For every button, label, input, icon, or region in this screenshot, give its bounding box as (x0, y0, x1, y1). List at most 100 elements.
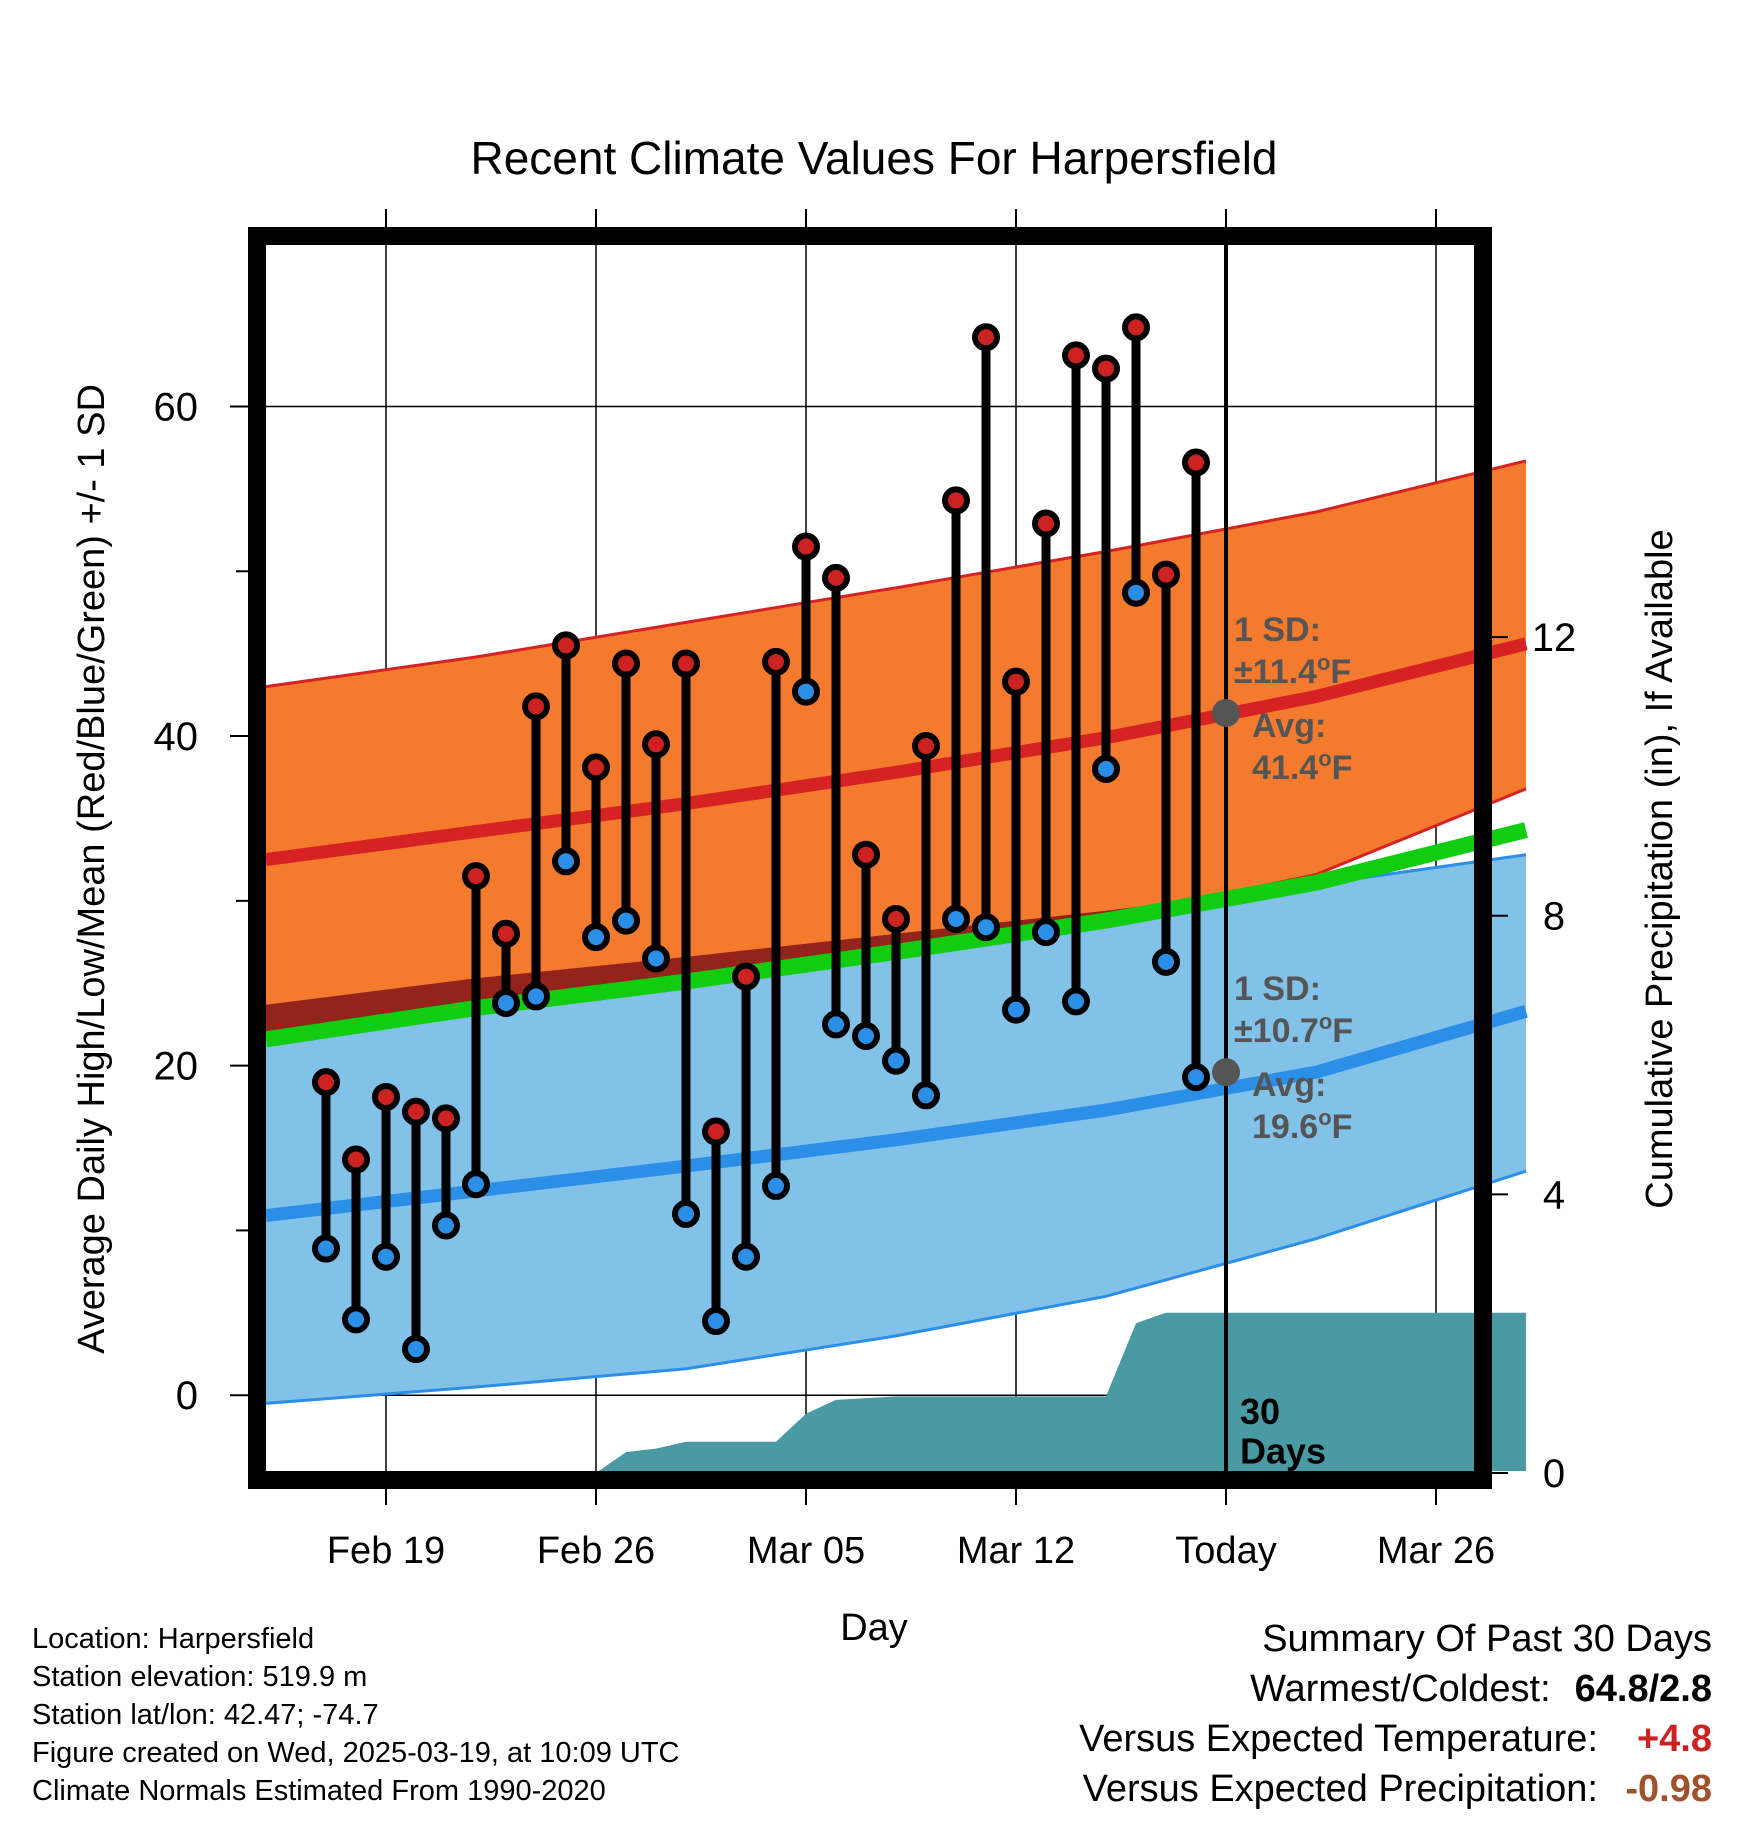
daily-high-point (642, 730, 670, 759)
daily-high-point (1062, 341, 1090, 370)
daily-high-point (492, 919, 520, 948)
x-tick-label: Feb 19 (327, 1530, 445, 1572)
low-avg-marker (1212, 1058, 1240, 1087)
figure-created: Figure created on Wed, 2025-03-19, at 10… (32, 1737, 680, 1769)
daily-low-point (402, 1335, 430, 1364)
station-elevation: Station elevation: 519.9 m (32, 1661, 368, 1693)
period-label-number: 30 (1240, 1391, 1280, 1432)
daily-high-point (942, 486, 970, 515)
daily-high-point (612, 649, 640, 678)
high-normal-line (265, 637, 1528, 867)
chart-title: Recent Climate Values For Harpersfield (470, 132, 1277, 184)
daily-high-point (432, 1104, 460, 1133)
daily-low-point (372, 1242, 400, 1271)
warmest-coldest-value: 64.8/2.8 (1574, 1668, 1712, 1710)
daily-low-point (462, 1170, 490, 1199)
daily-low-point (552, 847, 580, 876)
daily-low-point (1122, 578, 1150, 607)
daily-high-point (1122, 313, 1150, 342)
x-tick-label: Mar 05 (747, 1530, 865, 1572)
low-sd-value: ±10.7oF (1234, 1009, 1353, 1050)
daily-low-point (642, 944, 670, 973)
daily-low-point (432, 1211, 460, 1240)
daily-low-point (882, 1046, 910, 1075)
high-avg-label: Avg: (1252, 707, 1326, 745)
temp-departure-label: Versus Expected Temperature: (1079, 1718, 1598, 1760)
high-sd-band (266, 460, 1526, 1035)
x-tick-label: Feb 26 (537, 1530, 655, 1572)
x-tick-label: Today (1175, 1530, 1276, 1572)
daily-high-point (882, 904, 910, 933)
precip-departure-label: Versus Expected Precipitation: (1082, 1768, 1598, 1810)
daily-low-point (522, 982, 550, 1011)
x-axis-label: Day (840, 1607, 908, 1649)
daily-low-point (822, 1010, 850, 1039)
daily-low-point (342, 1305, 370, 1334)
daily-high-point (822, 563, 850, 592)
daily-high-point (1002, 667, 1030, 696)
daily-low-point (1152, 947, 1180, 976)
y-tick-label: 20 (154, 1045, 199, 1089)
daily-high-point (582, 753, 610, 782)
daily-high-point (342, 1145, 370, 1174)
daily-high-point (1182, 448, 1210, 477)
y-right-tick-label: 8 (1543, 895, 1565, 939)
daily-low-point (582, 923, 610, 952)
daily-low-point (852, 1021, 880, 1050)
summary-panel: Summary Of Past 30 Days Warmest/Coldest:… (912, 1618, 1712, 1818)
low-avg-value: 19.6oF (1252, 1105, 1352, 1146)
daily-high-point (702, 1117, 730, 1146)
daily-range-bars (321, 327, 1201, 1350)
y-tick-label: 40 (154, 715, 199, 759)
precipitation-area (266, 1312, 1526, 1473)
daily-high-point (1092, 354, 1120, 383)
daily-low-point (612, 906, 640, 935)
daily-low-point (312, 1234, 340, 1263)
temp-departure-value: +4.8 (1636, 1718, 1712, 1760)
daily-points (312, 313, 1210, 1364)
summary-title: Summary Of Past 30 Days (1262, 1618, 1712, 1660)
daily-high-point (1032, 509, 1060, 538)
daily-high-point (672, 649, 700, 678)
daily-low-point (702, 1307, 730, 1336)
daily-high-point (762, 647, 790, 676)
low-sd-label: 1 SD: (1234, 970, 1321, 1008)
y-axis-label: Average Daily High/Low/Mean (Red/Blue/Gr… (71, 384, 113, 1354)
x-tick-label: Mar 12 (957, 1530, 1075, 1572)
y-tick-label: 60 (154, 385, 199, 429)
daily-low-point (1092, 755, 1120, 784)
high-avg-marker (1212, 698, 1240, 727)
daily-low-point (912, 1081, 940, 1110)
daily-high-point (372, 1082, 400, 1111)
y-right-tick-label: 0 (1543, 1452, 1565, 1496)
daily-high-point (792, 532, 820, 561)
y-right-tick-label: 4 (1543, 1173, 1565, 1217)
station-latlon: Station lat/lon: 42.47; -74.7 (32, 1699, 379, 1731)
y-axis-right-label: Cumulative Precipitation (in), If Availa… (1639, 529, 1681, 1208)
daily-low-point (942, 904, 970, 933)
daily-low-point (972, 913, 1000, 942)
x-tick-label: Mar 26 (1377, 1530, 1495, 1572)
daily-low-point (1182, 1063, 1210, 1092)
axes: Day Average Daily High/Low/Mean (Red/Blu… (71, 209, 1681, 1649)
daily-low-point (1032, 918, 1060, 947)
daily-high-point (462, 862, 490, 891)
daily-low-point (672, 1199, 700, 1228)
daily-low-point (762, 1171, 790, 1200)
high-sd-band-upper-edge (265, 459, 1527, 689)
high-avg-value: 41.4oF (1252, 746, 1352, 787)
daily-high-point (912, 731, 940, 760)
daily-high-point (852, 840, 880, 869)
daily-low-point (1002, 995, 1030, 1024)
daily-high-point (402, 1097, 430, 1126)
low-sd-band-lower-edge (265, 1169, 1527, 1405)
daily-high-point (972, 323, 1000, 352)
warmest-coldest-label: Warmest/Coldest: (1250, 1668, 1551, 1710)
climate-normals-period: Climate Normals Estimated From 1990-2020 (32, 1775, 606, 1807)
daily-low-point (792, 677, 820, 706)
precip-departure-value: -0.98 (1625, 1768, 1712, 1810)
station-location: Location: Harpersfield (32, 1623, 315, 1655)
daily-high-point (552, 631, 580, 660)
daily-low-point (732, 1242, 760, 1271)
